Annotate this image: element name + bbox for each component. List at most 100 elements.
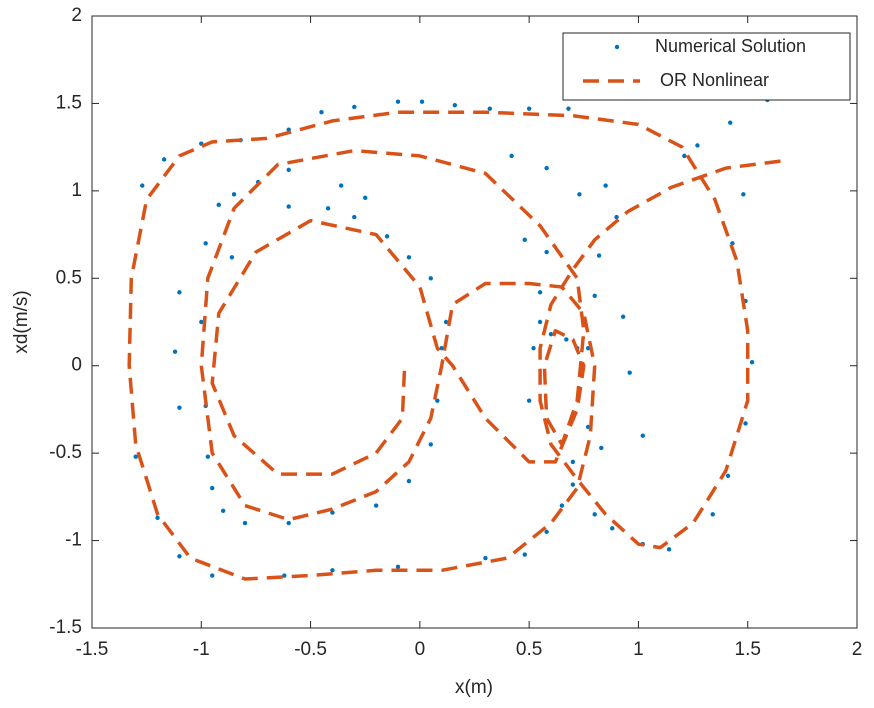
data-point	[443, 319, 449, 325]
data-point	[526, 106, 532, 111]
data-point	[537, 319, 543, 325]
data-point	[570, 459, 576, 465]
x-tick-label: -1.5	[76, 639, 109, 660]
data-point	[749, 360, 755, 365]
data-point	[743, 421, 748, 426]
data-point	[710, 512, 715, 517]
legend-box	[562, 32, 851, 101]
data-point	[177, 405, 182, 410]
data-point	[531, 346, 536, 351]
data-point	[155, 515, 160, 521]
y-tick-label: 1.5	[56, 92, 82, 113]
data-point	[330, 568, 335, 573]
legend-label: OR Nonlinear	[655, 70, 769, 90]
x-axis-label: x(m)	[455, 677, 493, 698]
data-point	[352, 214, 357, 220]
data-point	[428, 276, 433, 281]
data-point	[544, 249, 549, 255]
data-point	[242, 520, 248, 526]
data-point	[640, 433, 645, 438]
data-point	[363, 195, 368, 201]
data-point	[695, 143, 700, 148]
data-point	[216, 202, 221, 208]
data-point	[229, 255, 235, 260]
data-point	[596, 253, 602, 258]
x-tick-label: -0.5	[294, 639, 327, 660]
legend-marker	[614, 44, 620, 50]
data-point	[205, 454, 211, 459]
data-point	[220, 508, 226, 514]
legend: Numerical Solution OR Nonlinear	[562, 32, 851, 101]
data-point	[566, 106, 571, 111]
data-point	[439, 346, 444, 351]
data-point	[599, 445, 604, 451]
data-point	[199, 319, 204, 325]
data-point	[406, 478, 412, 484]
data-point	[406, 255, 412, 260]
data-point	[282, 573, 287, 578]
y-tick-label: -1.5	[49, 617, 82, 638]
data-point	[592, 512, 597, 517]
data-point	[140, 183, 145, 188]
legend-label: Numerical Solution	[655, 36, 806, 56]
data-point	[603, 183, 608, 188]
data-point	[728, 120, 733, 125]
data-point	[564, 337, 569, 342]
y-axis-label: xd(m/s)	[11, 290, 32, 353]
data-point	[325, 206, 331, 211]
x-tick-label: 1	[633, 639, 644, 660]
data-point	[352, 104, 357, 110]
data-point	[614, 214, 619, 220]
data-point	[620, 314, 626, 319]
data-point	[522, 237, 527, 243]
data-point	[133, 454, 138, 459]
x-tick-label: 1.5	[735, 639, 761, 660]
data-point	[395, 564, 401, 569]
data-point	[177, 290, 182, 295]
data-point	[419, 99, 425, 104]
plot-frame	[91, 15, 858, 629]
x-tick-label: -1	[193, 639, 210, 660]
data-point	[730, 241, 735, 246]
data-point	[526, 398, 532, 403]
data-line	[127, 110, 781, 581]
data-point	[682, 153, 687, 159]
data-point	[210, 573, 215, 578]
data-point	[725, 473, 731, 479]
data-point	[161, 157, 167, 162]
data-point	[203, 241, 208, 246]
x-tick-label: 2	[852, 639, 863, 660]
data-point	[544, 165, 549, 171]
data-point	[452, 102, 458, 108]
data-point	[577, 192, 582, 197]
data-point	[373, 503, 379, 508]
data-point	[487, 106, 492, 111]
data-point	[483, 555, 488, 561]
data-point	[666, 547, 672, 552]
data-point	[395, 99, 401, 104]
x-tick-label: 0.5	[516, 639, 542, 660]
data-point	[384, 234, 390, 239]
data-point	[592, 293, 597, 298]
data-point	[286, 520, 291, 526]
y-tick-label: 2	[71, 5, 82, 26]
data-point	[548, 332, 554, 337]
data-point	[537, 290, 543, 295]
data-point	[231, 192, 237, 197]
data-point	[570, 482, 576, 487]
data-point	[338, 183, 344, 188]
y-tick-label: 0.5	[56, 267, 82, 288]
data-point	[330, 510, 335, 515]
data-point	[286, 204, 291, 209]
data-point	[522, 552, 527, 557]
y-tick-label: -1	[65, 530, 82, 551]
data-point	[319, 109, 324, 115]
data-point	[610, 526, 615, 531]
data-point	[286, 167, 291, 173]
data-point	[627, 370, 632, 375]
data-point	[509, 153, 514, 159]
y-tick-label: 0	[71, 355, 82, 376]
data-point	[428, 442, 433, 447]
